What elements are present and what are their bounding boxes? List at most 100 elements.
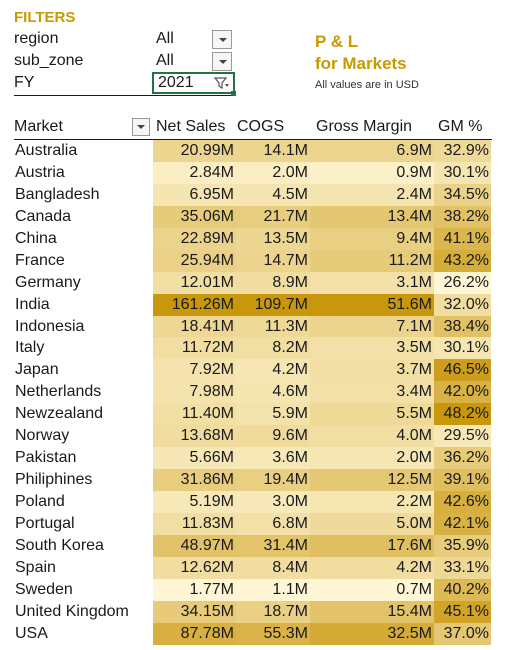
- market-cell[interactable]: Italy: [15, 339, 45, 357]
- cogs-cell[interactable]: 2.0M: [236, 161, 310, 184]
- net-sales-cell[interactable]: 48.97M: [153, 534, 236, 557]
- gm-pct-cell[interactable]: 29.5%: [434, 425, 491, 448]
- gross-margin-cell[interactable]: 2.2M: [310, 491, 434, 513]
- gm-pct-cell[interactable]: 34.5%: [434, 183, 491, 206]
- net-sales-cell[interactable]: 13.68M: [153, 425, 236, 448]
- market-cell[interactable]: Sweden: [15, 580, 73, 598]
- market-cell[interactable]: Norway: [15, 427, 70, 445]
- cogs-cell[interactable]: 3.0M: [236, 491, 310, 513]
- gross-margin-cell[interactable]: 32.5M: [310, 622, 434, 645]
- cogs-cell[interactable]: 21.7M: [236, 205, 310, 228]
- cogs-cell[interactable]: 5.9M: [236, 403, 310, 426]
- gm-pct-cell[interactable]: 32.0%: [434, 293, 491, 316]
- gross-margin-cell[interactable]: 51.6M: [310, 293, 434, 316]
- cogs-cell[interactable]: 8.9M: [236, 271, 310, 294]
- cogs-cell[interactable]: 4.2M: [236, 359, 310, 382]
- net-sales-cell[interactable]: 11.40M: [153, 403, 236, 426]
- gm-pct-cell[interactable]: 36.2%: [434, 447, 491, 470]
- market-cell[interactable]: France: [15, 251, 65, 269]
- market-cell[interactable]: South Korea: [15, 536, 104, 554]
- net-sales-cell[interactable]: 5.19M: [153, 491, 236, 513]
- sub-zone-value[interactable]: All: [156, 52, 174, 69]
- filter-applied-icon[interactable]: [213, 75, 231, 91]
- cogs-cell[interactable]: 4.5M: [236, 183, 310, 206]
- net-sales-cell[interactable]: 11.83M: [153, 512, 236, 535]
- cogs-cell[interactable]: 109.7M: [236, 293, 310, 316]
- market-cell[interactable]: India: [15, 295, 50, 313]
- net-sales-cell[interactable]: 1.77M: [153, 578, 236, 601]
- gm-pct-cell[interactable]: 46.5%: [434, 359, 491, 382]
- gross-margin-cell[interactable]: 4.2M: [310, 556, 434, 579]
- gm-pct-cell[interactable]: 48.2%: [434, 403, 491, 426]
- market-cell[interactable]: Pakistan: [15, 449, 77, 467]
- net-sales-cell[interactable]: 18.41M: [153, 315, 236, 338]
- market-cell[interactable]: Netherlands: [15, 383, 102, 401]
- cogs-cell[interactable]: 8.2M: [236, 337, 310, 360]
- gross-margin-cell[interactable]: 5.5M: [310, 403, 434, 426]
- gross-margin-cell[interactable]: 3.1M: [310, 271, 434, 294]
- gross-margin-cell[interactable]: 5.0M: [310, 512, 434, 535]
- gm-pct-cell[interactable]: 41.1%: [434, 227, 491, 250]
- market-filter-button[interactable]: [132, 118, 150, 136]
- gross-margin-cell[interactable]: 3.7M: [310, 359, 434, 382]
- cogs-cell[interactable]: 55.3M: [236, 622, 310, 645]
- gross-margin-cell[interactable]: 7.1M: [310, 315, 434, 338]
- fy-selected-cell[interactable]: 2021: [152, 72, 235, 94]
- gm-pct-cell[interactable]: 33.1%: [434, 556, 491, 579]
- net-sales-cell[interactable]: 20.99M: [153, 140, 236, 162]
- gm-pct-cell[interactable]: 38.2%: [434, 205, 491, 228]
- cogs-cell[interactable]: 9.6M: [236, 425, 310, 448]
- gross-margin-cell[interactable]: 2.4M: [310, 183, 434, 206]
- gm-pct-cell[interactable]: 40.2%: [434, 578, 491, 601]
- market-cell[interactable]: Canada: [15, 207, 72, 225]
- cogs-cell[interactable]: 1.1M: [236, 578, 310, 601]
- net-sales-cell[interactable]: 7.92M: [153, 359, 236, 382]
- net-sales-cell[interactable]: 5.66M: [153, 447, 236, 470]
- gross-margin-cell[interactable]: 13.4M: [310, 205, 434, 228]
- net-sales-cell[interactable]: 34.15M: [153, 600, 236, 623]
- net-sales-cell[interactable]: 25.94M: [153, 249, 236, 272]
- market-cell[interactable]: Germany: [15, 273, 81, 291]
- net-sales-cell[interactable]: 161.26M: [153, 293, 236, 316]
- cogs-cell[interactable]: 31.4M: [236, 534, 310, 557]
- market-cell[interactable]: United Kingdom: [15, 602, 129, 620]
- gm-pct-cell[interactable]: 42.0%: [434, 381, 491, 404]
- market-cell[interactable]: Japan: [15, 361, 59, 379]
- gross-margin-cell[interactable]: 0.9M: [310, 161, 434, 184]
- net-sales-cell[interactable]: 12.62M: [153, 556, 236, 579]
- region-value[interactable]: All: [156, 30, 174, 47]
- gm-pct-cell[interactable]: 38.4%: [434, 315, 491, 338]
- gm-pct-cell[interactable]: 42.6%: [434, 491, 491, 513]
- gm-pct-cell[interactable]: 43.2%: [434, 249, 491, 272]
- net-sales-cell[interactable]: 11.72M: [153, 337, 236, 360]
- market-cell[interactable]: China: [15, 229, 57, 247]
- gm-pct-cell[interactable]: 37.0%: [434, 622, 491, 645]
- market-cell[interactable]: Indonesia: [15, 317, 85, 335]
- gm-pct-cell[interactable]: 39.1%: [434, 469, 491, 491]
- cogs-cell[interactable]: 8.4M: [236, 556, 310, 579]
- gm-pct-cell[interactable]: 30.1%: [434, 161, 491, 184]
- net-sales-cell[interactable]: 6.95M: [153, 183, 236, 206]
- market-cell[interactable]: Newzealand: [15, 405, 104, 423]
- sub-zone-dropdown-button[interactable]: [212, 52, 232, 71]
- market-cell[interactable]: Australia: [15, 142, 78, 159]
- market-cell[interactable]: Bangladesh: [15, 185, 100, 203]
- market-cell[interactable]: Philiphines: [15, 471, 93, 489]
- gross-margin-cell[interactable]: 9.4M: [310, 227, 434, 250]
- gm-pct-cell[interactable]: 45.1%: [434, 600, 491, 623]
- cogs-cell[interactable]: 4.6M: [236, 381, 310, 404]
- gm-pct-cell[interactable]: 42.1%: [434, 512, 491, 535]
- cogs-cell[interactable]: 6.8M: [236, 512, 310, 535]
- region-dropdown-button[interactable]: [212, 30, 232, 49]
- gm-pct-cell[interactable]: 26.2%: [434, 271, 491, 294]
- net-sales-cell[interactable]: 35.06M: [153, 205, 236, 228]
- gross-margin-cell[interactable]: 4.0M: [310, 425, 434, 448]
- gross-margin-cell[interactable]: 17.6M: [310, 534, 434, 557]
- cogs-cell[interactable]: 14.1M: [236, 140, 310, 162]
- cell-fill-handle[interactable]: [231, 91, 236, 96]
- gross-margin-cell[interactable]: 11.2M: [310, 249, 434, 272]
- net-sales-cell[interactable]: 7.98M: [153, 381, 236, 404]
- gross-margin-cell[interactable]: 2.0M: [310, 447, 434, 470]
- market-cell[interactable]: Portugal: [15, 514, 75, 532]
- net-sales-cell[interactable]: 22.89M: [153, 227, 236, 250]
